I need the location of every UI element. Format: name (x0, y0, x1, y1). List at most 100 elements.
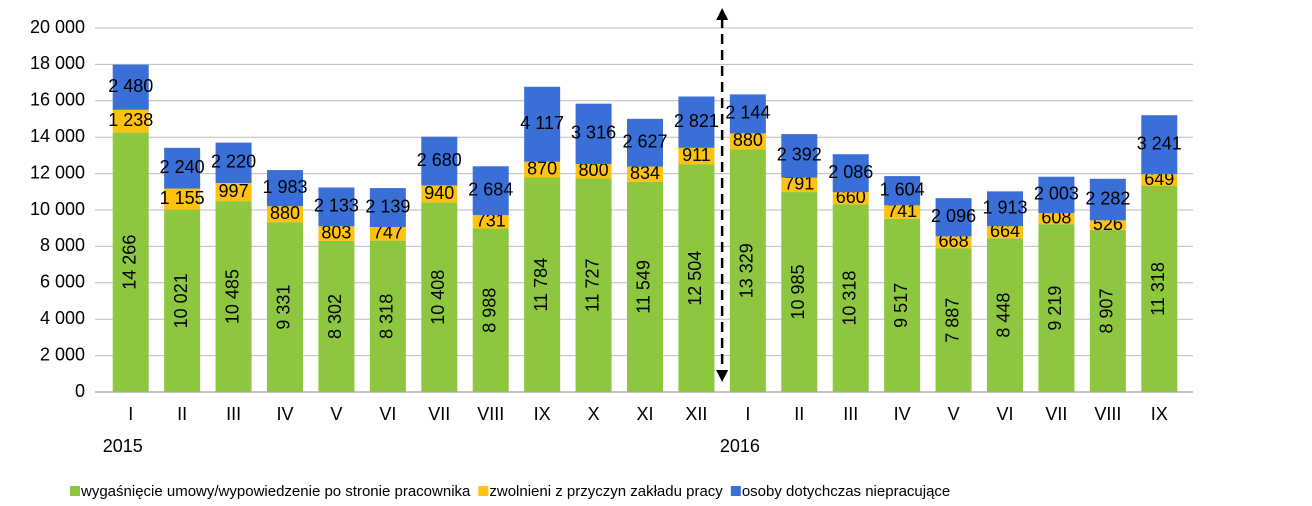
bar-segment (832, 204, 869, 392)
data-label: 14 266 (119, 235, 139, 290)
y-tick-label: 0 (75, 381, 85, 401)
bar-segment (164, 147, 201, 189)
y-tick-label: 6 000 (40, 272, 85, 292)
x-tick-label: V (330, 404, 342, 424)
arrow-head (716, 8, 729, 20)
x-tick-label: III (843, 404, 858, 424)
data-label: 2 220 (211, 152, 256, 172)
data-label: 2 240 (160, 157, 205, 177)
y-tick-label: 8 000 (40, 235, 85, 255)
bar-segment (524, 86, 561, 162)
data-label: 2 282 (1085, 188, 1130, 208)
x-tick-label: IV (894, 404, 911, 424)
data-label: 2 144 (725, 103, 770, 123)
bar-segment (678, 96, 715, 148)
bar-segment (935, 198, 972, 237)
data-label: 803 (321, 222, 351, 242)
data-label: 2 096 (931, 206, 976, 226)
bar-segment (627, 166, 663, 182)
x-group-label: 2015 (103, 436, 143, 456)
bar-segment (832, 154, 869, 193)
x-tick-label: I (128, 404, 133, 424)
data-label: 870 (527, 158, 557, 178)
bar-segment (164, 188, 201, 210)
y-tick-label: 20 000 (30, 17, 85, 37)
y-tick-label: 12 000 (30, 162, 85, 182)
data-label: 741 (887, 201, 917, 221)
x-tick-label: IV (276, 404, 293, 424)
data-label: 10 485 (222, 269, 242, 324)
bar-segment (987, 226, 1023, 239)
data-label: 10 318 (839, 271, 859, 326)
bar-segment (1141, 174, 1178, 187)
data-label: 1 238 (108, 110, 153, 130)
bar-segment (215, 142, 252, 184)
bar-segment (267, 206, 303, 223)
x-tick-label: X (588, 404, 600, 424)
data-label: 997 (219, 181, 249, 201)
data-label: 791 (784, 174, 814, 194)
data-label: 834 (630, 163, 660, 183)
bar-segment (1089, 229, 1126, 392)
bar-segment (1038, 224, 1075, 392)
legend-label: osoby dotychczas niepracujące (742, 483, 950, 500)
data-label: 880 (270, 203, 300, 223)
bar-segment (112, 64, 149, 110)
data-label: 10 985 (788, 265, 808, 320)
data-label: 8 302 (325, 294, 345, 339)
bar-segment (318, 187, 355, 227)
data-label: 2 680 (417, 150, 462, 170)
y-tick-label: 18 000 (30, 53, 85, 73)
x-tick-label: II (177, 404, 187, 424)
bar-segment (884, 218, 921, 392)
bar-segment (524, 177, 561, 392)
bar-segment (575, 164, 612, 179)
bar-segment (1038, 176, 1075, 214)
bar-segment (421, 202, 458, 392)
y-tick-label: 14 000 (30, 126, 85, 146)
data-label: 10 021 (171, 273, 191, 328)
bar-segment (729, 133, 766, 150)
x-tick-label: XI (636, 404, 653, 424)
x-tick-label: VIII (477, 404, 504, 424)
bar-segment (267, 170, 303, 207)
y-tick-label: 10 000 (30, 199, 85, 219)
x-tick-label: VII (1045, 404, 1067, 424)
bar-segment (781, 192, 818, 392)
bar-segment (1038, 213, 1075, 225)
x-tick-label: XII (685, 404, 707, 424)
data-label: 8 448 (994, 293, 1014, 338)
bar-segment (524, 161, 561, 178)
bar-segment (678, 147, 715, 165)
bar-segment (369, 227, 406, 241)
bar-segment (935, 236, 972, 249)
data-label: 1 983 (262, 177, 307, 197)
data-label: 9 331 (274, 285, 294, 330)
data-label: 13 329 (737, 243, 757, 298)
bar-segment (627, 118, 663, 167)
bar-segment (729, 94, 766, 134)
bar-segment (318, 240, 355, 392)
bar-segment (884, 205, 921, 219)
data-label: 1 913 (982, 198, 1027, 218)
data-label: 2 003 (1034, 184, 1079, 204)
data-label: 1 155 (160, 188, 205, 208)
bar-segment (987, 191, 1023, 227)
x-tick-label: II (794, 404, 804, 424)
data-label: 2 480 (108, 76, 153, 96)
bar-segment (1089, 178, 1126, 221)
bar-segment (472, 166, 509, 216)
bar-segment (421, 136, 458, 186)
data-label: 2 392 (777, 145, 822, 165)
bar-segment (112, 109, 149, 133)
bar-segment (369, 240, 406, 392)
data-label: 11 549 (634, 260, 654, 314)
data-label: 3 316 (571, 123, 616, 143)
data-label: 9 517 (891, 283, 911, 328)
bar-segment (267, 222, 303, 392)
bar-segment (164, 209, 201, 392)
bar-segment (369, 188, 406, 228)
bar-segment (832, 192, 869, 205)
data-label: 747 (373, 223, 403, 243)
legend-swatch (478, 486, 489, 496)
